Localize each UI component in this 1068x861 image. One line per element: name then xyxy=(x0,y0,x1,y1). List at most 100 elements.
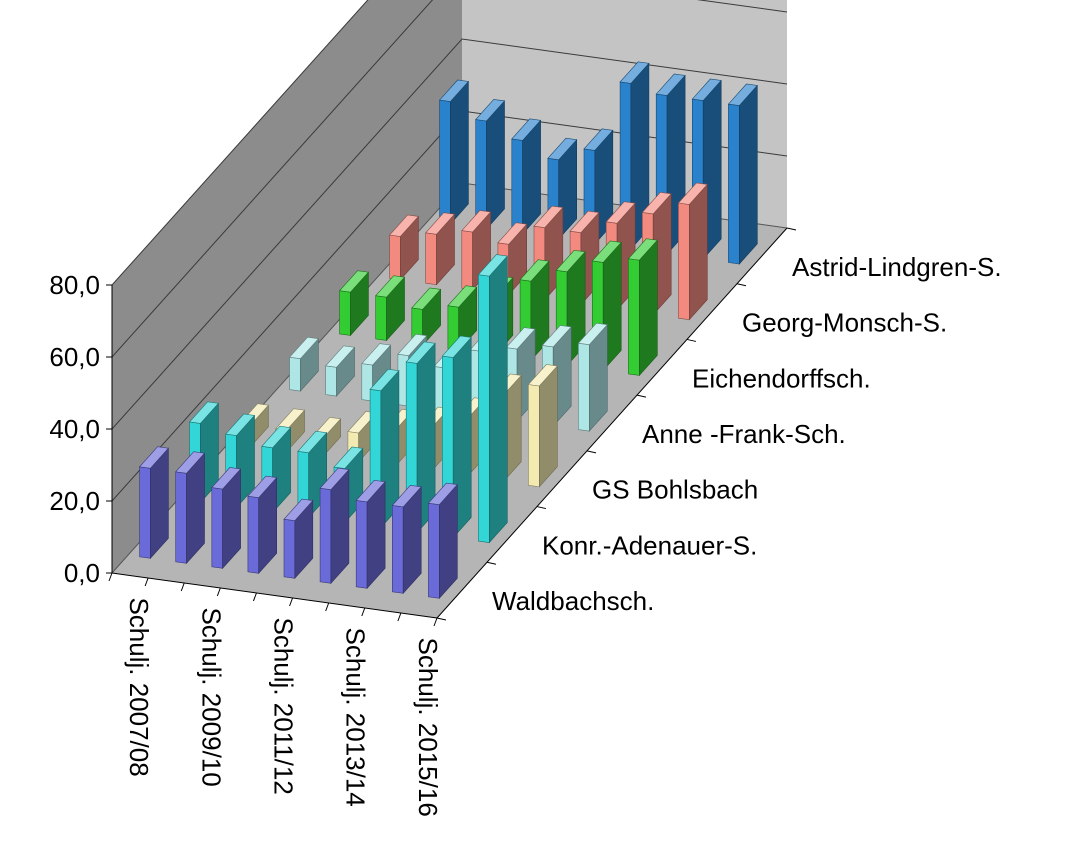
depth-tick xyxy=(536,506,547,510)
x-tick xyxy=(144,577,149,587)
bar xyxy=(283,498,314,580)
depth-axis-line xyxy=(436,227,788,619)
bar-top xyxy=(189,401,219,424)
bar-front xyxy=(478,274,490,543)
bar xyxy=(425,212,456,286)
bar-top xyxy=(247,475,278,499)
bar-top xyxy=(439,79,469,102)
bar xyxy=(511,118,542,235)
bar-front xyxy=(139,466,151,559)
bar-top xyxy=(583,128,614,151)
bar-top xyxy=(655,73,686,96)
bar-front xyxy=(247,495,260,574)
x-tick xyxy=(325,602,330,612)
bar-front xyxy=(461,230,473,291)
series-label: GS Bohlsbach xyxy=(592,475,758,505)
bar xyxy=(527,364,558,488)
bar-side xyxy=(688,183,708,321)
bar-top xyxy=(447,285,478,308)
bar-front xyxy=(289,356,301,392)
bar-top xyxy=(411,287,442,310)
bar-front xyxy=(211,487,223,569)
depth-tick xyxy=(786,227,797,231)
series-label: Georg-Monsch-S. xyxy=(742,308,947,338)
bar xyxy=(325,345,356,397)
depth-tick xyxy=(586,450,597,454)
bar xyxy=(411,287,442,347)
bar-top xyxy=(338,270,370,293)
bar xyxy=(427,482,458,600)
bar-front xyxy=(511,138,523,235)
bar-top xyxy=(425,212,456,235)
series-label: Anne -Frank-Sch. xyxy=(642,419,846,449)
bar-top xyxy=(283,498,314,522)
series-label: Astrid-Lindgren-S. xyxy=(792,252,1002,282)
depth-tick xyxy=(686,338,697,342)
bar-top xyxy=(527,364,558,387)
bar xyxy=(391,484,422,595)
bar-top xyxy=(627,238,658,261)
bar-front xyxy=(425,232,437,286)
bar-side xyxy=(486,100,505,230)
bar-front xyxy=(375,295,387,341)
bar-top xyxy=(533,205,564,229)
bar xyxy=(375,275,406,342)
bar-top xyxy=(569,210,600,234)
bar xyxy=(727,83,758,265)
bar-front xyxy=(325,365,337,397)
y-tick-label: 80,0 xyxy=(49,270,100,300)
bar-front xyxy=(283,518,296,579)
bar xyxy=(447,285,478,352)
bar-front xyxy=(339,290,351,336)
bar-top xyxy=(541,325,572,348)
bar-front xyxy=(439,99,451,225)
bar xyxy=(211,467,242,570)
bar-top xyxy=(605,201,636,224)
bar xyxy=(439,79,469,225)
bar-marks xyxy=(139,61,758,600)
bar xyxy=(627,238,658,377)
bar-top xyxy=(225,413,256,436)
bar-top xyxy=(619,61,650,84)
bar xyxy=(355,479,386,590)
bar-side xyxy=(538,365,558,488)
bar-top xyxy=(591,240,622,263)
series-label: Konr.-Adenauer-S. xyxy=(542,530,757,560)
bar-front xyxy=(175,471,187,564)
bar-top xyxy=(677,182,708,205)
bar-front xyxy=(628,258,640,376)
x-tick xyxy=(433,617,438,627)
bar-top xyxy=(555,249,586,273)
bar-side xyxy=(638,239,658,377)
axis-labels: 0,0 20,0 40,0 60,0 80,0 Schulj. 2007/08 Schulj… xyxy=(49,252,1001,817)
bar xyxy=(389,214,419,281)
bar xyxy=(475,99,506,230)
bar-top xyxy=(375,275,406,298)
bar xyxy=(577,322,608,432)
x-tick xyxy=(289,597,294,607)
bar-top xyxy=(175,451,206,474)
bar-top xyxy=(427,482,458,506)
y-tick-label: 40,0 xyxy=(49,414,100,444)
gridline xyxy=(111,0,788,358)
bar-top xyxy=(547,137,578,161)
bar-front xyxy=(319,487,332,584)
bar xyxy=(139,446,169,560)
depth-tick xyxy=(486,561,497,565)
bar-front xyxy=(728,103,740,265)
bar-front xyxy=(428,502,440,599)
bar-top xyxy=(497,222,528,245)
bar xyxy=(319,467,350,585)
bar xyxy=(677,182,708,321)
bar xyxy=(175,451,206,565)
bar-top xyxy=(325,345,356,368)
axes xyxy=(106,227,797,627)
x-tick-label: Schulj. 2015/16 xyxy=(413,638,443,817)
x-tick xyxy=(216,587,221,597)
bar-top xyxy=(519,259,550,282)
y-tick-label: 0,0 xyxy=(64,558,100,588)
bar-top xyxy=(369,368,400,392)
depth-tick xyxy=(636,394,647,398)
bar-front xyxy=(578,342,590,432)
